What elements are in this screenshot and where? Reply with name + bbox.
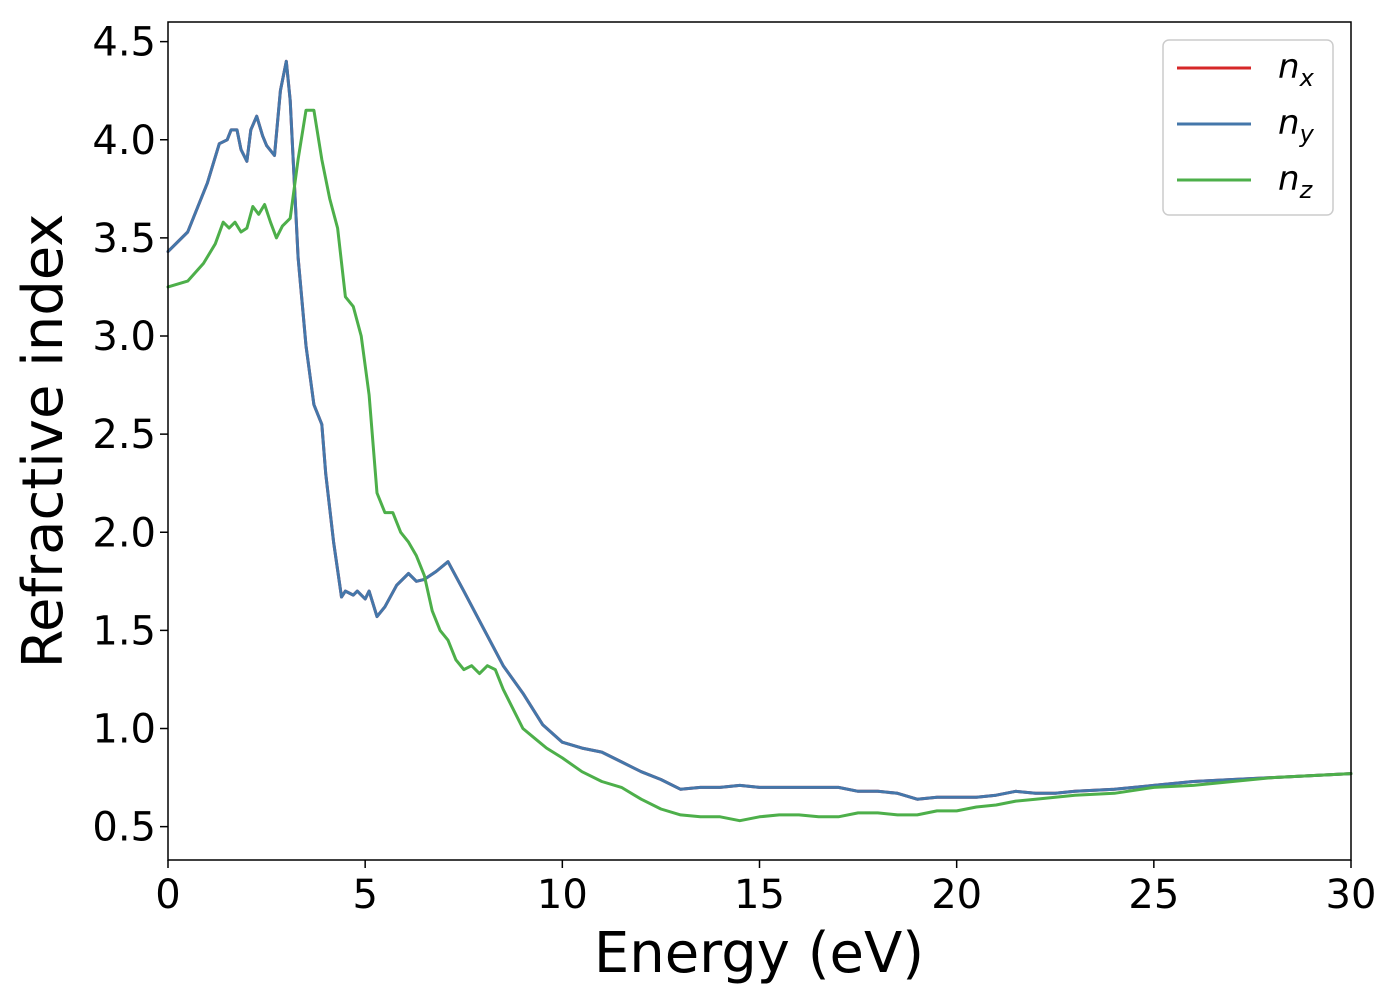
y-axis-ticks: 0.5 1.0 1.5 2.0 2.5 3.0 3.5 4.0 4.5: [92, 20, 168, 851]
series-line-ny: [166, 59, 1353, 801]
x-tick-label: 10: [537, 872, 588, 918]
y-tick-label: 0.5: [92, 805, 156, 851]
y-tick-label: 3.0: [92, 314, 156, 360]
x-tick-label: 25: [1128, 872, 1179, 918]
x-tick-label: 20: [931, 872, 982, 918]
legend-label-ny: ny: [1278, 103, 1315, 148]
x-axis-title: Energy (eV): [594, 921, 924, 986]
series-layer: [166, 59, 1353, 823]
x-axis-ticks: 0 5 10 15 20 25 30: [155, 860, 1376, 918]
x-tick-label: 5: [352, 872, 377, 918]
y-tick-label: 1.5: [92, 608, 156, 654]
x-tick-label: 15: [734, 872, 785, 918]
legend-box: [1162, 39, 1334, 216]
y-tick-label: 2.0: [92, 510, 156, 556]
y-axis-title: Refractive index: [11, 214, 76, 669]
x-tick-label: 0: [155, 872, 180, 918]
y-tick-label: 3.5: [92, 216, 156, 262]
plot-background: [168, 22, 1351, 860]
y-tick-label: 4.0: [92, 118, 156, 164]
y-tick-label: 1.0: [92, 707, 156, 753]
y-tick-label: 2.5: [92, 412, 156, 458]
series-line-nz: [166, 108, 1353, 823]
y-tick-label: 4.5: [92, 20, 156, 66]
x-tick-label: 30: [1326, 872, 1377, 918]
